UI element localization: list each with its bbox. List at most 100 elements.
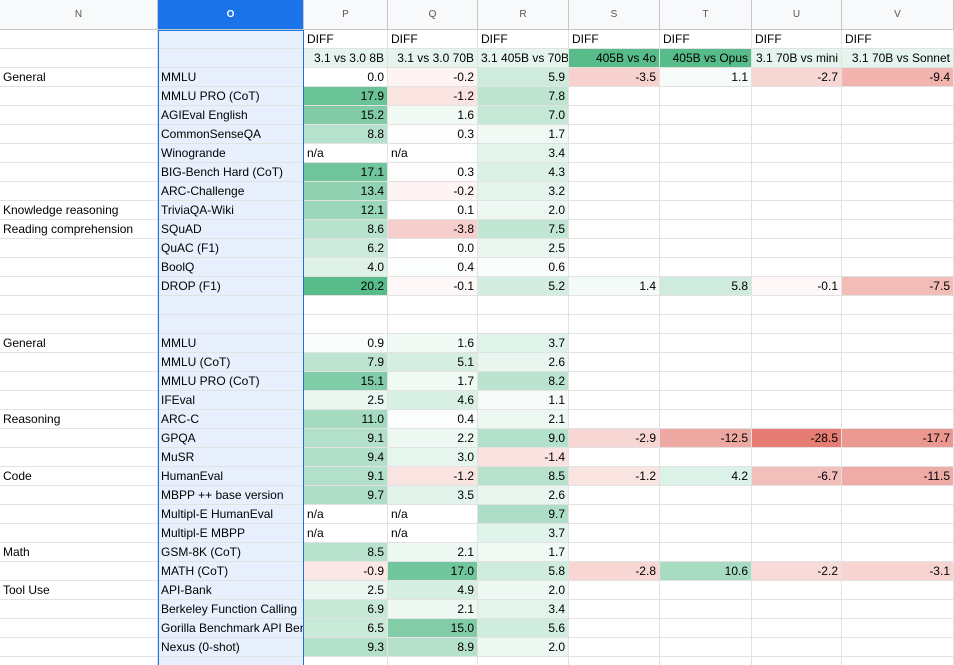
cell[interactable]: 0.3 [388,163,478,182]
cell[interactable]: -3.8 [388,220,478,239]
cell[interactable]: 7.9 [304,353,388,372]
cell[interactable] [842,372,954,391]
cell[interactable]: 5.9 [478,68,569,87]
cell[interactable]: 2.6 [478,486,569,505]
cell[interactable]: -3.1 [842,562,954,581]
cell[interactable]: Gorilla Benchmark API Bench [158,619,304,638]
cell[interactable]: -0.2 [388,68,478,87]
cell[interactable] [304,657,388,665]
cell[interactable] [842,486,954,505]
cell[interactable]: General [0,68,158,87]
cell[interactable]: Multipl-E MBPP [158,524,304,543]
cell[interactable]: -2.2 [752,562,842,581]
cell[interactable]: DIFF [752,30,842,49]
cell[interactable] [0,30,158,49]
cell[interactable]: -0.9 [304,562,388,581]
cell[interactable] [569,106,660,125]
cell[interactable] [569,524,660,543]
cell[interactable] [0,353,158,372]
cell[interactable]: 6.5 [304,619,388,638]
cell[interactable] [842,315,954,334]
cell[interactable] [752,391,842,410]
cell[interactable]: MuSR [158,448,304,467]
cell[interactable]: 2.5 [304,391,388,410]
cell[interactable]: API-Bank [158,581,304,600]
cell[interactable]: -2.7 [752,68,842,87]
cell[interactable]: 1.1 [660,68,752,87]
cell[interactable]: -11.5 [842,467,954,486]
cell[interactable] [842,334,954,353]
cell[interactable] [0,296,158,315]
cell[interactable] [842,638,954,657]
cell[interactable]: IFEval [158,391,304,410]
column-header[interactable]: V [842,0,954,30]
cell[interactable] [842,524,954,543]
cell[interactable]: DIFF [842,30,954,49]
cell[interactable]: Multipl-E HumanEval [158,505,304,524]
cell[interactable]: n/a [304,505,388,524]
cell[interactable]: 11.0 [304,410,388,429]
cell[interactable] [660,600,752,619]
cell[interactable]: 405B vs 4o [569,49,660,68]
cell[interactable]: 1.6 [388,334,478,353]
cell[interactable] [660,353,752,372]
cell[interactable] [842,410,954,429]
cell[interactable]: 7.5 [478,220,569,239]
cell[interactable]: 5.8 [660,277,752,296]
cell[interactable]: DIFF [569,30,660,49]
cell[interactable]: MATH (CoT) [158,562,304,581]
cell[interactable] [752,505,842,524]
cell[interactable]: BoolQ [158,258,304,277]
cell[interactable] [0,486,158,505]
cell[interactable]: 9.1 [304,467,388,486]
cell[interactable]: 9.4 [304,448,388,467]
cell[interactable] [158,657,304,665]
cell[interactable]: Code [0,467,158,486]
cell[interactable] [660,505,752,524]
cell[interactable]: 15.2 [304,106,388,125]
cell[interactable]: 3.0 [388,448,478,467]
cell[interactable] [0,429,158,448]
cell[interactable]: 8.5 [304,543,388,562]
cell[interactable] [660,524,752,543]
cell[interactable]: Math [0,543,158,562]
cell[interactable] [752,410,842,429]
cell[interactable]: -28.5 [752,429,842,448]
cell[interactable]: 4.6 [388,391,478,410]
cell[interactable] [0,524,158,543]
cell[interactable] [0,562,158,581]
cell[interactable]: 2.1 [478,410,569,429]
cell[interactable]: Tool Use [0,581,158,600]
cell[interactable] [752,334,842,353]
cell[interactable] [842,144,954,163]
cell[interactable] [0,505,158,524]
cell[interactable]: General [0,334,158,353]
cell[interactable]: 3.1 70B vs Sonnet [842,49,954,68]
cell[interactable]: 8.6 [304,220,388,239]
cell[interactable] [660,315,752,334]
cell[interactable] [752,619,842,638]
cell[interactable]: DROP (F1) [158,277,304,296]
cell[interactable] [842,239,954,258]
cell[interactable] [660,410,752,429]
cell[interactable] [752,486,842,505]
cell[interactable] [569,448,660,467]
cell[interactable] [158,296,304,315]
cell[interactable]: BIG-Bench Hard (CoT) [158,163,304,182]
cell[interactable]: Knowledge reasoning [0,201,158,220]
cell[interactable]: 3.1 vs 3.0 8B [304,49,388,68]
cell[interactable]: 0.6 [478,258,569,277]
cell[interactable]: 2.5 [304,581,388,600]
cell[interactable] [569,296,660,315]
cell[interactable]: 2.0 [478,201,569,220]
cell[interactable] [569,505,660,524]
cell[interactable] [752,239,842,258]
cell[interactable]: 3.5 [388,486,478,505]
cell[interactable]: 3.7 [478,334,569,353]
cell[interactable]: 0.9 [304,334,388,353]
cell[interactable]: 1.7 [478,543,569,562]
cell[interactable] [660,543,752,562]
cell[interactable] [0,657,158,665]
cell[interactable]: 9.7 [304,486,388,505]
cell[interactable]: -1.2 [388,87,478,106]
